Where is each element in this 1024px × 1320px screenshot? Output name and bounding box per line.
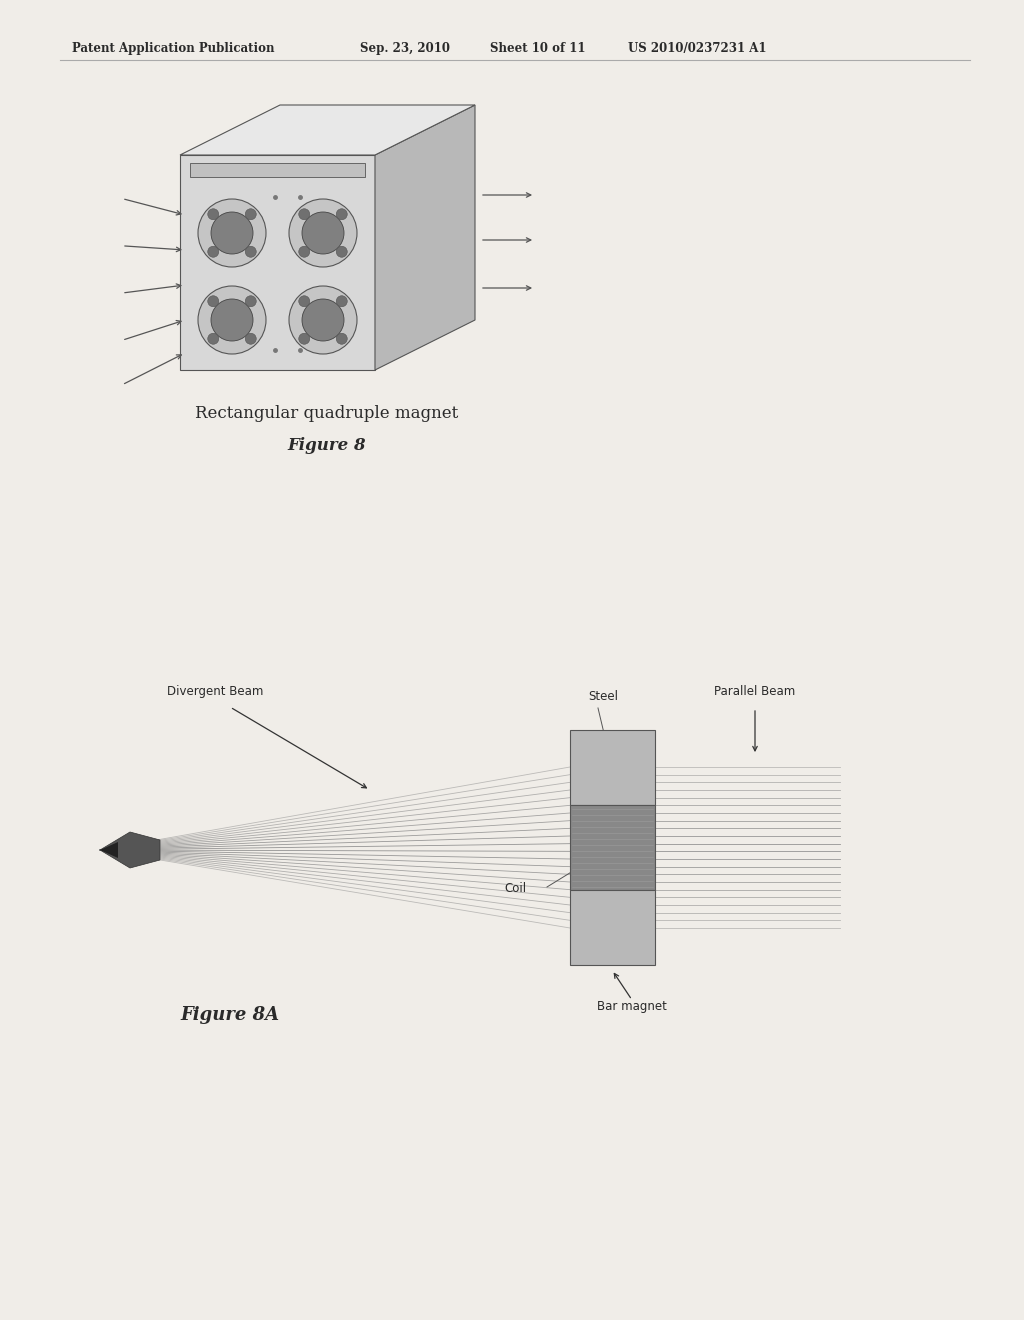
Text: US 2010/0237231 A1: US 2010/0237231 A1: [628, 42, 767, 55]
Circle shape: [208, 296, 219, 306]
Text: Patent Application Publication: Patent Application Publication: [72, 42, 274, 55]
Text: Steel: Steel: [588, 690, 618, 704]
Circle shape: [211, 300, 253, 341]
Circle shape: [299, 209, 309, 219]
Text: Figure 8: Figure 8: [288, 437, 367, 454]
Circle shape: [208, 247, 219, 257]
Text: Divergent Beam: Divergent Beam: [167, 685, 263, 698]
Circle shape: [336, 209, 347, 219]
Text: Sep. 23, 2010: Sep. 23, 2010: [360, 42, 450, 55]
Text: Sheet 10 of 11: Sheet 10 of 11: [490, 42, 586, 55]
Circle shape: [336, 296, 347, 306]
Text: Figure 8A: Figure 8A: [180, 1006, 280, 1024]
Circle shape: [299, 296, 309, 306]
Text: Parallel Beam: Parallel Beam: [715, 685, 796, 698]
Circle shape: [246, 333, 256, 345]
Polygon shape: [180, 154, 375, 370]
Circle shape: [211, 213, 253, 253]
Text: Coil: Coil: [504, 882, 526, 895]
Polygon shape: [190, 162, 365, 177]
Circle shape: [336, 247, 347, 257]
Circle shape: [302, 300, 344, 341]
Circle shape: [198, 199, 266, 267]
Circle shape: [198, 286, 266, 354]
Text: Bar magnet: Bar magnet: [597, 1001, 667, 1012]
Circle shape: [299, 333, 309, 345]
Circle shape: [208, 209, 219, 219]
Bar: [570, 805, 655, 890]
Circle shape: [289, 199, 357, 267]
Bar: [570, 730, 655, 805]
Circle shape: [336, 333, 347, 345]
Text: Rectangular quadruple magnet: Rectangular quadruple magnet: [196, 405, 459, 422]
Circle shape: [246, 209, 256, 219]
Bar: [570, 890, 655, 965]
Polygon shape: [180, 106, 475, 154]
Circle shape: [299, 247, 309, 257]
Circle shape: [289, 286, 357, 354]
Polygon shape: [100, 842, 118, 858]
Circle shape: [246, 247, 256, 257]
Polygon shape: [100, 832, 160, 869]
Circle shape: [208, 333, 219, 345]
Circle shape: [302, 213, 344, 253]
Circle shape: [246, 296, 256, 306]
Polygon shape: [375, 106, 475, 370]
